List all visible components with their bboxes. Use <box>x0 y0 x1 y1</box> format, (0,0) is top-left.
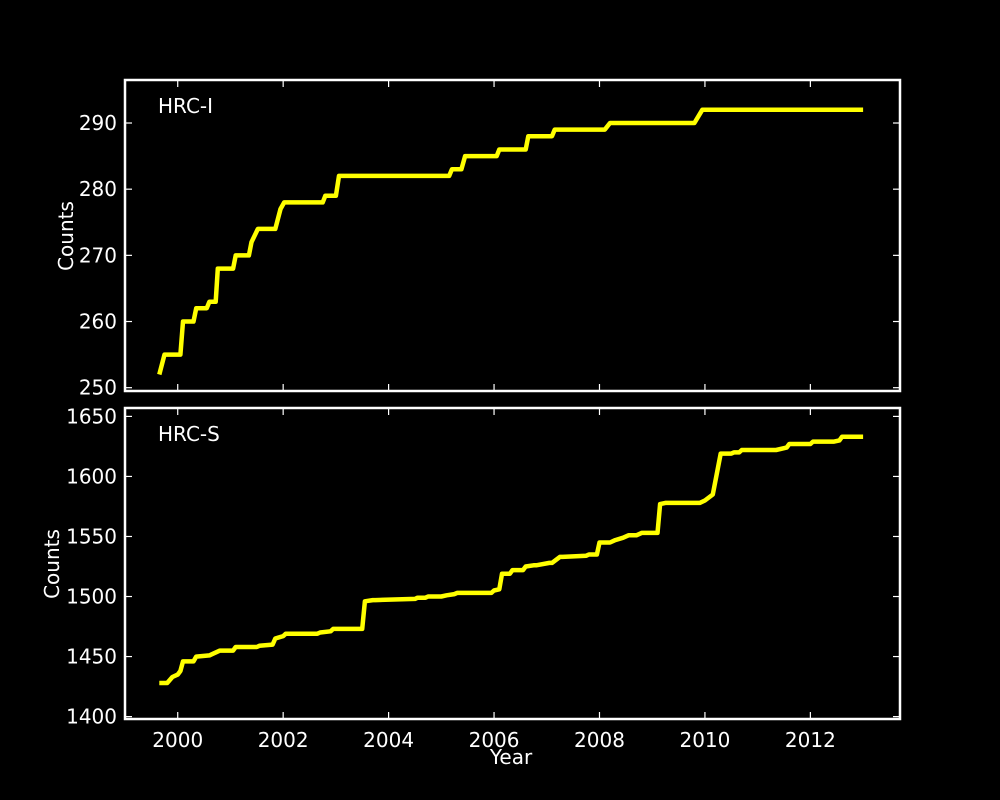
panel-hrc-s: 2000 2002 2004 2006 2008 2010 2012 1400 1450 1500… <box>40 404 902 752</box>
panel-hrc-i-label: HRC-I <box>158 94 213 118</box>
x-tick-label: 2002 <box>258 728 309 752</box>
panel-hrc-i-series <box>157 107 864 376</box>
panel-hrc-s-y-tick-label: 1450 <box>66 645 117 669</box>
panel-hrc-i-ticks: 250 260 270 280 290 <box>79 80 900 400</box>
x-tick-label: 2006 <box>469 728 520 752</box>
panel-hrc-s-series <box>159 434 864 686</box>
panel-hrc-s-series-line <box>159 434 864 686</box>
panel-hrc-s-label: HRC-S <box>158 422 220 446</box>
x-tick-label: 2008 <box>574 728 625 752</box>
panel-hrc-i-y-tick-label: 280 <box>79 177 117 201</box>
panel-hrc-s-y-tick-label: 1550 <box>66 524 117 548</box>
panel-hrc-s-ticks: 2000 2002 2004 2006 2008 2010 2012 1400 1450 1500… <box>66 404 900 752</box>
panel-hrc-i-ylabel: Counts <box>54 201 78 271</box>
x-tick-label: 2010 <box>679 728 730 752</box>
panel-hrc-i-frame <box>123 78 902 393</box>
panel-hrc-s-frame <box>123 406 902 721</box>
panel-hrc-i-y-tick-label: 290 <box>79 111 117 135</box>
panel-hrc-i-y-tick-label: 260 <box>79 310 117 334</box>
panel-hrc-i-y-tick-label: 270 <box>79 243 117 267</box>
panel-hrc-s-y-tick-label: 1600 <box>66 464 117 488</box>
panel-hrc-s-y-tick-label: 1650 <box>66 404 117 428</box>
panel-hrc-i-y-tick-label: 250 <box>79 376 117 400</box>
panel-hrc-s-ylabel: Counts <box>40 529 64 599</box>
x-tick-label: 2012 <box>785 728 836 752</box>
panel-hrc-i-series-line <box>157 107 864 376</box>
x-tick-label: 2000 <box>152 728 203 752</box>
x-axis-label: Year <box>489 745 533 769</box>
panel-hrc-s-y-tick-label: 1400 <box>66 705 117 729</box>
x-tick-label: 2004 <box>363 728 414 752</box>
panel-hrc-i: 250 260 270 280 290 HRC-I Counts <box>54 78 902 400</box>
panel-hrc-s-y-tick-label: 1500 <box>66 585 117 609</box>
